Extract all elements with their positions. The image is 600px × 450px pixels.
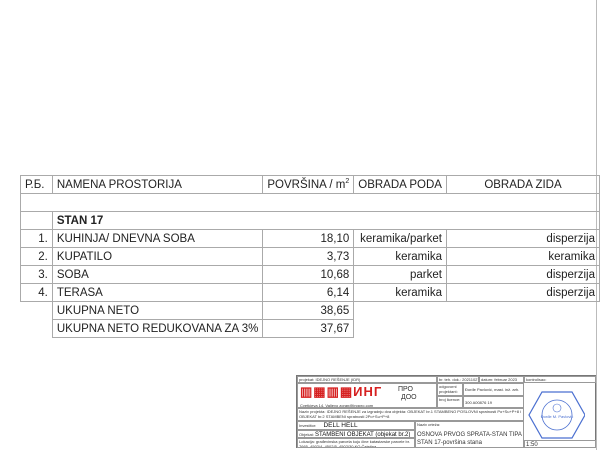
row-area: 10,68 <box>262 265 355 284</box>
empty-cell <box>20 193 600 212</box>
row-wall: disperzija <box>445 265 600 284</box>
row-floor: keramika <box>353 283 447 302</box>
object-label: Objekat: <box>299 432 314 437</box>
date: datum: februar 2023 <box>479 376 524 383</box>
location-label: Lokacija: <box>299 439 315 444</box>
row-no: 2. <box>20 247 53 266</box>
section-title: STAN 17 <box>51 211 600 230</box>
row-floor: keramika/parket <box>353 229 447 248</box>
header-name: NAMENA PROSTORIJA <box>51 175 264 194</box>
row-no: 3. <box>20 265 53 284</box>
total-blank <box>354 320 600 338</box>
row-name: KUHINJA/ DNEVNA SOBA <box>51 229 264 248</box>
table-header: Р.Б. NAMENA PROSTORIJA POVRŠINA / m2 OBR… <box>20 175 600 194</box>
row-floor: keramika <box>353 247 447 266</box>
total-spacer <box>21 320 53 338</box>
object-cell: Objekat: STAMBENI OBJEKAT (objekat br.2) <box>297 430 415 438</box>
row-no: 1. <box>20 229 53 248</box>
investor-cell: Investitor: DELL HELL <box>297 421 415 430</box>
hexagon-stamp-icon: Đorđe M. Pavlović <box>528 391 585 439</box>
naziv-cell: Naziv projekta: IDEJNO REŠENJE za izgrad… <box>297 408 524 421</box>
logo-sub-1: ПРО <box>398 386 413 393</box>
row-wall: disperzija <box>445 229 600 248</box>
sheet-label: Naziv crteža: <box>417 422 441 427</box>
designer: Đorđe Pavlović, mast. inž. arh. <box>463 383 524 396</box>
table-row: 2. KUPATILO 3,73 keramika keramika <box>20 247 600 266</box>
total-spacer <box>21 302 53 320</box>
row-area: 3,73 <box>262 247 355 266</box>
logo-sub-2: ДОО <box>401 394 417 401</box>
header-wall: OBRADA ZIDA <box>445 175 600 194</box>
project-value: IDEJNO REŠENJE (IDR) <box>315 377 361 382</box>
section-no <box>20 211 53 230</box>
naziv-label: Naziv projekta: <box>299 409 326 414</box>
section-row: STAN 17 <box>20 211 600 230</box>
row-area: 18,10 <box>262 229 355 248</box>
location: građevinska parcela koju čine katastarsk… <box>299 439 410 448</box>
designer-label: odgovorni projektant: <box>437 383 463 396</box>
tech-number: br. teh. dok.: 20211027-1 <box>437 376 479 383</box>
company-logo: ▥▦▥▦ИНГ <box>300 384 383 399</box>
header-area: POVRŠINA / m2 <box>262 175 355 194</box>
project-cell: projekat: IDEJNO REŠENJE (IDR) <box>297 376 437 383</box>
row-wall: disperzija <box>445 283 600 302</box>
total-value: 38,65 <box>262 301 355 320</box>
row-name: KUPATILO <box>51 247 264 266</box>
license-label: broj licence: <box>437 396 463 408</box>
logo-cell: ▥▦▥▦ИНГ ПРО ДОО Cvetićeva 14, Valjevo zo… <box>297 383 437 408</box>
total-value: 37,67 <box>262 319 355 338</box>
header-area-sup: 2 <box>345 178 350 186</box>
scale: 1:50 <box>524 440 596 448</box>
total-blank <box>354 302 600 320</box>
investor: DELL HELL <box>323 422 358 429</box>
total-label: UKUPNA NETO REDUKOVANA ZA 3% <box>51 319 264 338</box>
row-area: 6,14 <box>262 283 355 302</box>
location-cell: Lokacija: građevinska parcela koju čine … <box>297 438 415 448</box>
header-floor: OBRADA PODA <box>353 175 447 194</box>
total-row: UKUPNA NETO REDUKOVANA ZA 3% 37,67 <box>21 319 600 338</box>
sheet-title-2: STAN 17-površina stana <box>417 440 482 446</box>
sheet-cell: Naziv crteža: OSNOVA PRVOG SPRATA-STAN T… <box>415 421 524 448</box>
license: 300 A00876 19 <box>463 396 524 408</box>
stamp-text: Đorđe M. Pavlović <box>541 414 573 419</box>
total-row: UKUPNA NETO 38,65 <box>21 301 600 320</box>
sheet-title-1: OSNOVA PRVOG SPRATA-STAN TIPA 7 <box>417 432 524 438</box>
stamp: Đorđe M. Pavlović <box>527 390 585 440</box>
table-row: 3. SOBA 10,68 parket disperzija <box>20 265 600 284</box>
project-label: projekat: <box>299 377 315 382</box>
table-row: 1. KUHINJA/ DNEVNA SOBA 18,10 keramika/park… <box>20 229 600 248</box>
row-floor: parket <box>353 265 447 284</box>
row-no: 4. <box>20 283 53 302</box>
row-name: SOBA <box>51 265 264 284</box>
header-rb: Р.Б. <box>20 175 53 194</box>
empty-row <box>20 193 600 212</box>
naziv: IDEJNO REŠENJE za izgradnju dva objekta:… <box>299 409 522 419</box>
table-row: 4. TERASA 6,14 keramika disperzija <box>20 283 600 302</box>
object: STAMBENI OBJEKAT (objekat br.2) <box>315 432 411 438</box>
investor-label: Investitor: <box>299 423 317 428</box>
total-label: UKUPNA NETO <box>51 301 264 320</box>
header-area-text: POVRŠINA / m <box>267 178 346 191</box>
company-address: Cvetićeva 14, Valjevo zoran@ingpro.com <box>300 403 374 408</box>
row-name: TERASA <box>51 283 264 302</box>
row-wall: keramika <box>445 247 600 266</box>
room-area-table: Р.Б. NAMENA PROSTORIJA POVRŠINA / m2 OBR… <box>20 175 600 338</box>
checked-label: kontrolisao: <box>524 376 596 383</box>
title-block: projekat: IDEJNO REŠENJE (IDR) br. teh. … <box>296 375 596 448</box>
